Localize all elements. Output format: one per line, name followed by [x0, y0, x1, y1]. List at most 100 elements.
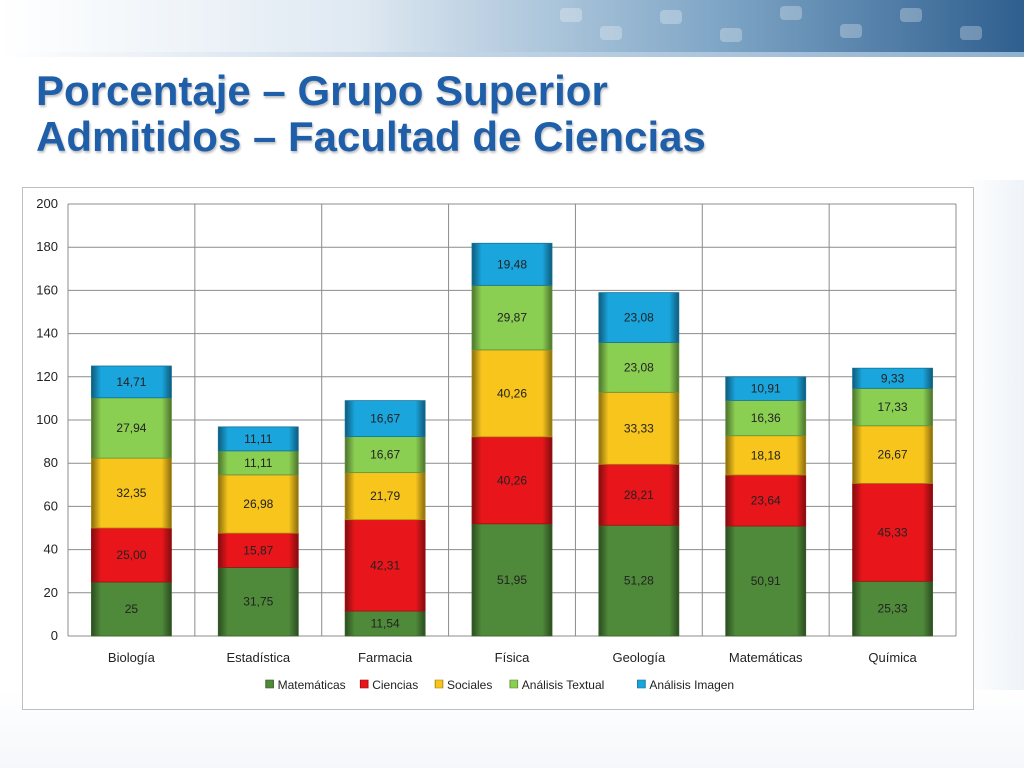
- data-label: 11,11: [244, 432, 273, 446]
- data-label: 16,67: [370, 448, 400, 462]
- x-tick-label: Física: [495, 650, 530, 665]
- bar-segment: [725, 435, 807, 476]
- bar-segment: [217, 474, 299, 534]
- decor-tile: [560, 8, 582, 22]
- bar-segment: [471, 349, 553, 438]
- header-divider: [0, 52, 1024, 57]
- data-label: 23,08: [624, 311, 654, 325]
- x-tick-label: Estadística: [226, 650, 290, 665]
- data-label: 23,64: [751, 494, 781, 508]
- x-tick-label: Geología: [612, 650, 666, 665]
- bar-segment: [344, 610, 426, 637]
- data-label: 40,26: [497, 386, 527, 400]
- legend-item-label: Análisis Imagen: [649, 678, 734, 692]
- y-tick-label: 200: [36, 196, 58, 211]
- data-label: 45,33: [878, 525, 908, 539]
- decor-tile: [900, 8, 922, 22]
- legend-swatch: [265, 679, 274, 689]
- legend-item-label: Análisis Textual: [522, 678, 605, 692]
- data-label: 17,33: [878, 400, 908, 414]
- data-label: 16,36: [751, 411, 781, 425]
- data-label: 29,87: [497, 311, 527, 325]
- data-label: 19,48: [497, 257, 527, 271]
- bar-segment: [852, 482, 933, 582]
- bar-segment: [217, 532, 299, 568]
- data-label: 25,33: [878, 602, 908, 616]
- bar-segment: [344, 472, 426, 521]
- bar-segment: [344, 400, 426, 438]
- x-tick-label: Biología: [108, 650, 156, 665]
- bar-segment: [471, 523, 553, 637]
- y-tick-label: 140: [36, 326, 58, 341]
- data-label: 27,94: [116, 421, 146, 435]
- bar-segment: [217, 567, 299, 637]
- decor-tile: [660, 10, 682, 24]
- bar-segment: [344, 436, 426, 474]
- y-tick-label: 0: [51, 628, 58, 643]
- data-label: 11,54: [371, 617, 400, 631]
- legend-item-label: Sociales: [447, 678, 492, 692]
- data-label: 11,11: [244, 456, 273, 470]
- decor-tile: [600, 26, 622, 40]
- y-tick-label: 80: [44, 455, 58, 470]
- y-tick-label: 120: [36, 369, 58, 384]
- data-label: 40,26: [497, 473, 527, 487]
- data-label: 23,08: [624, 360, 654, 374]
- data-label: 31,75: [243, 595, 273, 609]
- bar-segment: [725, 399, 807, 437]
- bar-segment: [91, 581, 172, 637]
- bar-segment: [471, 284, 553, 351]
- data-label: 10,91: [751, 382, 781, 396]
- bar-segment: [598, 463, 680, 526]
- data-label: 26,67: [878, 448, 908, 462]
- legend-swatch: [434, 679, 444, 689]
- data-label: 51,95: [497, 573, 527, 587]
- data-label: 32,35: [116, 486, 146, 500]
- y-tick-label: 40: [44, 542, 58, 557]
- bar-segment: [852, 387, 933, 427]
- legend-swatch: [509, 679, 519, 689]
- bar-segment: [91, 397, 172, 459]
- decor-tile: [720, 28, 742, 42]
- bar-segment: [852, 367, 933, 389]
- bar-segment: [598, 292, 680, 343]
- data-label: 9,33: [881, 371, 905, 385]
- data-label: 14,71: [116, 375, 146, 389]
- data-label: 25,00: [116, 548, 146, 562]
- slide-title-line-1: Porcentaje – Grupo Superior: [36, 67, 608, 114]
- data-label: 18,18: [751, 448, 781, 462]
- bar-segment: [598, 524, 680, 637]
- data-label: 26,98: [243, 497, 273, 511]
- y-tick-label: 180: [36, 239, 58, 254]
- slide-title: Porcentaje – Grupo Superior Admitidos – …: [36, 68, 706, 160]
- decor-tile: [960, 26, 982, 40]
- bar-segment: [91, 365, 172, 399]
- bar-segment: [471, 436, 553, 525]
- decor-tile: [840, 24, 862, 38]
- legend-item-label: Matemáticas: [278, 678, 346, 692]
- y-tick-label: 60: [44, 498, 58, 513]
- bar-segment: [91, 527, 172, 583]
- slide-title-line-2: Admitidos – Facultad de Ciencias: [36, 113, 706, 160]
- bar-segment: [725, 376, 807, 401]
- stacked-bar-chart: 0 20 40 60 80 100 120 140 160 180 200 25 25,00 32,35 2…: [36, 196, 957, 692]
- legend-swatch: [359, 679, 369, 689]
- bar-segment: [598, 391, 680, 465]
- data-label: 16,67: [370, 412, 400, 426]
- data-label: 25: [125, 602, 139, 616]
- bar-segment: [344, 519, 426, 612]
- y-tick-label: 160: [36, 282, 58, 297]
- bar-segment: [217, 426, 299, 452]
- header-band: [0, 0, 1024, 52]
- data-label: 15,87: [243, 543, 273, 557]
- y-tick-label: 100: [36, 412, 58, 427]
- bar-segment: [852, 425, 933, 484]
- x-tick-label: Química: [868, 650, 917, 665]
- data-label: 33,33: [624, 421, 654, 435]
- x-tick-label: Matemáticas: [729, 650, 803, 665]
- data-label: 51,28: [624, 574, 654, 588]
- x-tick-label: Farmacia: [358, 650, 413, 665]
- bar-segment: [471, 242, 553, 286]
- bar-segment: [598, 342, 680, 393]
- data-label: 50,91: [751, 574, 781, 588]
